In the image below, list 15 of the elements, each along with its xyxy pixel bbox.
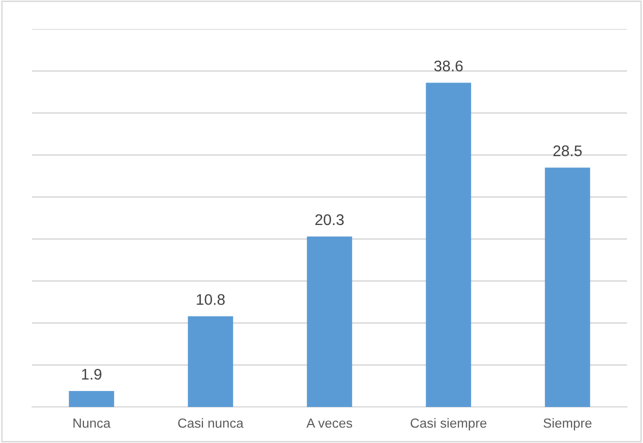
x-tick-label: Siempre: [544, 418, 592, 430]
data-label: 10.8: [196, 294, 225, 305]
x-tick-label: Casi nunca: [178, 418, 244, 428]
data-label: 1.9: [82, 368, 102, 380]
bar: [426, 82, 472, 407]
x-tick-label: Casi siempre: [410, 418, 486, 430]
x-tick-label: Nunca: [74, 418, 111, 428]
data-label: 28.5: [553, 145, 582, 156]
x-tick-label: A veces: [306, 418, 352, 428]
data-label: 20.3: [315, 214, 344, 226]
data-label: 38.6: [434, 60, 463, 72]
bar: [188, 316, 234, 407]
bar: [544, 168, 590, 407]
bar: [306, 236, 352, 407]
bar: [68, 391, 114, 407]
